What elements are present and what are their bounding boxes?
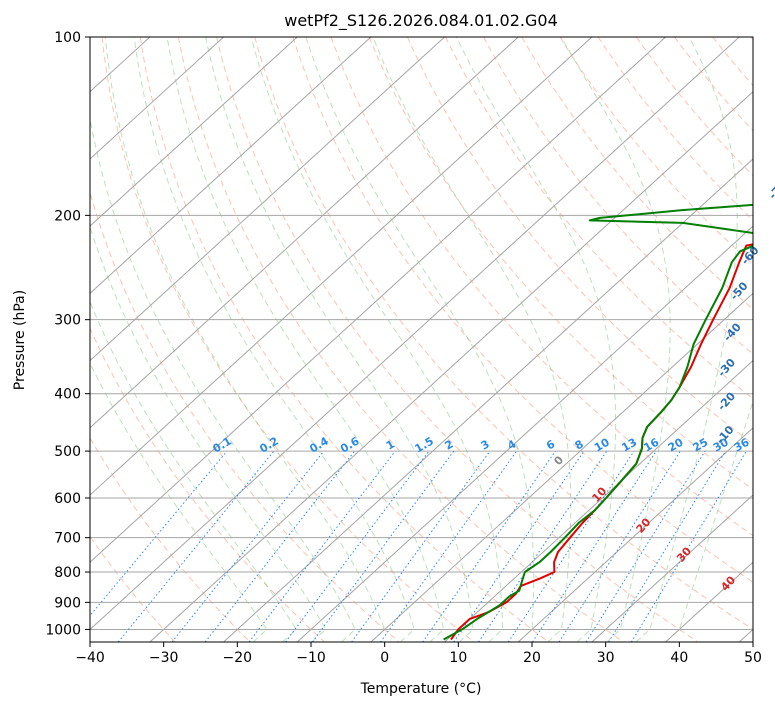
- y-tick-label: 500: [54, 444, 81, 460]
- moist-adiabat: [166, 37, 445, 642]
- moist-adiabat: [665, 399, 753, 642]
- isotherm: [90, 37, 519, 429]
- moist-adiabat: [305, 37, 535, 642]
- isotherm: [444, 359, 753, 642]
- mixing-ratio-line: [453, 450, 585, 642]
- x-tick-label: 50: [744, 650, 762, 666]
- moist-adiabat: [205, 37, 474, 642]
- isotherm: [90, 37, 593, 496]
- isotherm: [90, 37, 666, 563]
- mixing-ratio-line: [558, 450, 681, 642]
- mixing-ratio-line: [171, 450, 325, 642]
- y-tick-label: 900: [54, 595, 81, 611]
- moist-adiabat: [90, 116, 356, 642]
- isotherm: [90, 37, 445, 362]
- dry-adiabat: [139, 37, 550, 642]
- moist-adiabat: [133, 37, 415, 642]
- isotherm: [223, 158, 753, 642]
- moist-adiabat: [560, 37, 671, 642]
- mixing-ratio-line: [380, 450, 517, 642]
- mixing-ratio-line: [90, 450, 228, 617]
- y-tick-label: 100: [54, 30, 81, 46]
- isotherm: [90, 37, 372, 295]
- mixing-ratio-line: [117, 450, 275, 642]
- isotherm: [591, 494, 753, 642]
- y-axis: 100 200 300 400 500 600 700 800 900 1000: [45, 30, 90, 638]
- isotherm: [90, 37, 740, 631]
- isotherm: [90, 37, 298, 227]
- isotherm: [149, 90, 753, 642]
- mixing-ratio-line: [585, 450, 706, 642]
- y-tick-label: 200: [54, 208, 81, 224]
- mixing-ratio-line: [630, 450, 747, 642]
- x-tick-label: 30: [597, 650, 615, 666]
- y-tick-label: 300: [54, 313, 81, 329]
- x-tick-label: 20: [523, 650, 541, 666]
- moist-adiabat: [250, 37, 503, 642]
- moist-adiabat: [455, 37, 617, 642]
- dry-adiabat-label: -70: [766, 178, 775, 202]
- dry-adiabat: [90, 535, 176, 642]
- mixing-ratio-line: [608, 450, 727, 642]
- dry-adiabat: [483, 37, 753, 355]
- x-axis: −40 −30 −20 −10 0 10 20 30 40 50: [75, 642, 762, 666]
- sounding-lines: [443, 203, 753, 641]
- moist-adiabat: [372, 37, 572, 642]
- moist-adiabat: [90, 225, 327, 642]
- x-tick-label: 0: [380, 650, 389, 666]
- y-tick-label: 700: [54, 531, 81, 547]
- x-tick-label: 40: [670, 650, 688, 666]
- mixing-ratio-line: [351, 450, 491, 642]
- y-tick-label: 400: [54, 387, 81, 403]
- dry-adiabat: [368, 37, 753, 491]
- plot-frame: [89, 36, 754, 643]
- dewpoint-line: [443, 203, 753, 641]
- dry-adiabat: [101, 37, 475, 642]
- x-tick-label: −10: [296, 650, 326, 666]
- dry-adiabat: [216, 37, 699, 642]
- dry-adiabat: [90, 437, 251, 642]
- x-tick-label: −30: [149, 650, 179, 666]
- x-tick-label: 10: [449, 650, 467, 666]
- dry-adiabat: [177, 37, 625, 642]
- mixing-ratio-line: [248, 450, 396, 642]
- dry-adiabat: [90, 327, 326, 642]
- y-tick-label: 1000: [45, 622, 81, 638]
- y-axis-label: Pressure (hPa): [12, 290, 28, 390]
- y-tick-label: 800: [54, 565, 81, 581]
- isotherm: [296, 225, 753, 642]
- dry-adiabat: [90, 190, 400, 642]
- y-tick-label: 600: [54, 491, 81, 507]
- isotherm: [517, 427, 753, 642]
- mixing-ratio-line: [422, 450, 556, 642]
- x-tick-label: −40: [75, 650, 105, 666]
- dry-adiabat: [445, 37, 753, 400]
- chart-title: wetPf2_S126.2026.084.01.02.G04: [284, 11, 558, 31]
- x-axis-label: Temperature (°C): [360, 681, 482, 697]
- dry-adiabat: [330, 37, 753, 537]
- isotherm: [90, 37, 224, 160]
- x-tick-label: −20: [223, 650, 253, 666]
- mixing-ratio-line: [204, 450, 356, 642]
- moist-adiabat: [104, 37, 386, 642]
